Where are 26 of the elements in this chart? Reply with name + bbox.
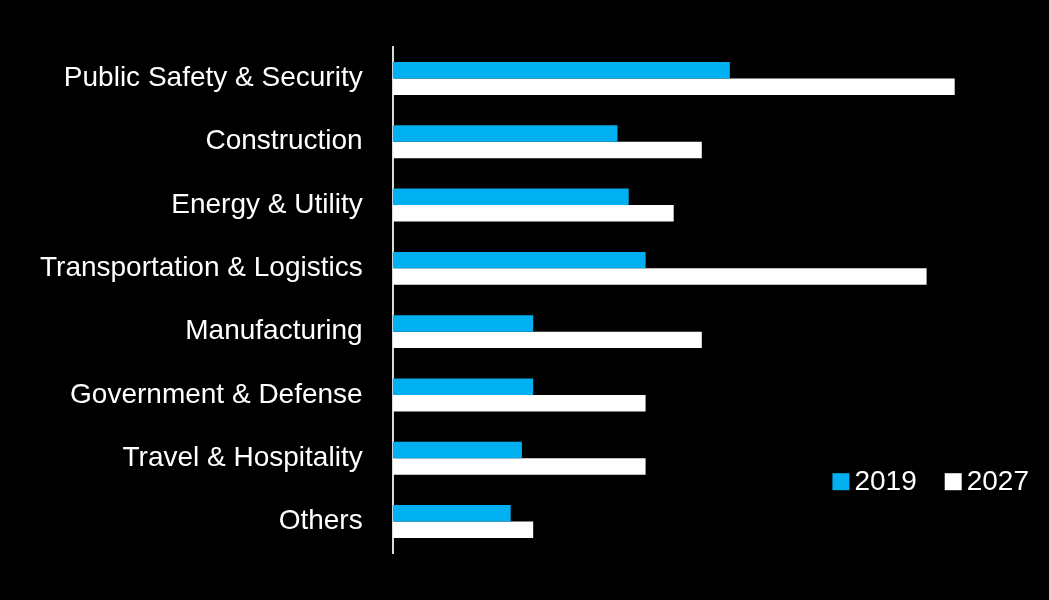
y-tick-label: Others — [278, 504, 363, 536]
y-tick-label: Transportation & Logistics — [40, 251, 363, 283]
bar — [392, 251, 646, 269]
legend-label: 2027 — [966, 464, 1030, 496]
bar — [392, 315, 534, 332]
y-tick-label: Government & Defense — [70, 377, 363, 409]
y-tick-label: Public Safety & Security — [63, 61, 363, 93]
bar — [392, 188, 629, 206]
bar — [392, 125, 618, 142]
bar — [392, 331, 702, 349]
bar — [392, 394, 646, 412]
y-tick-label: Travel & Hospitality — [122, 440, 363, 472]
bar — [392, 521, 534, 539]
bar — [392, 78, 955, 95]
bar — [392, 141, 702, 159]
bar — [392, 268, 927, 285]
bar — [392, 441, 522, 459]
y-tick-label: Construction — [205, 124, 363, 156]
y-tick-label: Manufacturing — [185, 314, 363, 346]
bar — [392, 61, 730, 79]
bar — [392, 378, 534, 395]
bar — [392, 205, 674, 222]
bar — [392, 458, 646, 475]
y-tick-label: Energy & Utility — [171, 187, 363, 219]
legend-label: 2019 — [854, 464, 917, 496]
bar — [392, 505, 511, 522]
